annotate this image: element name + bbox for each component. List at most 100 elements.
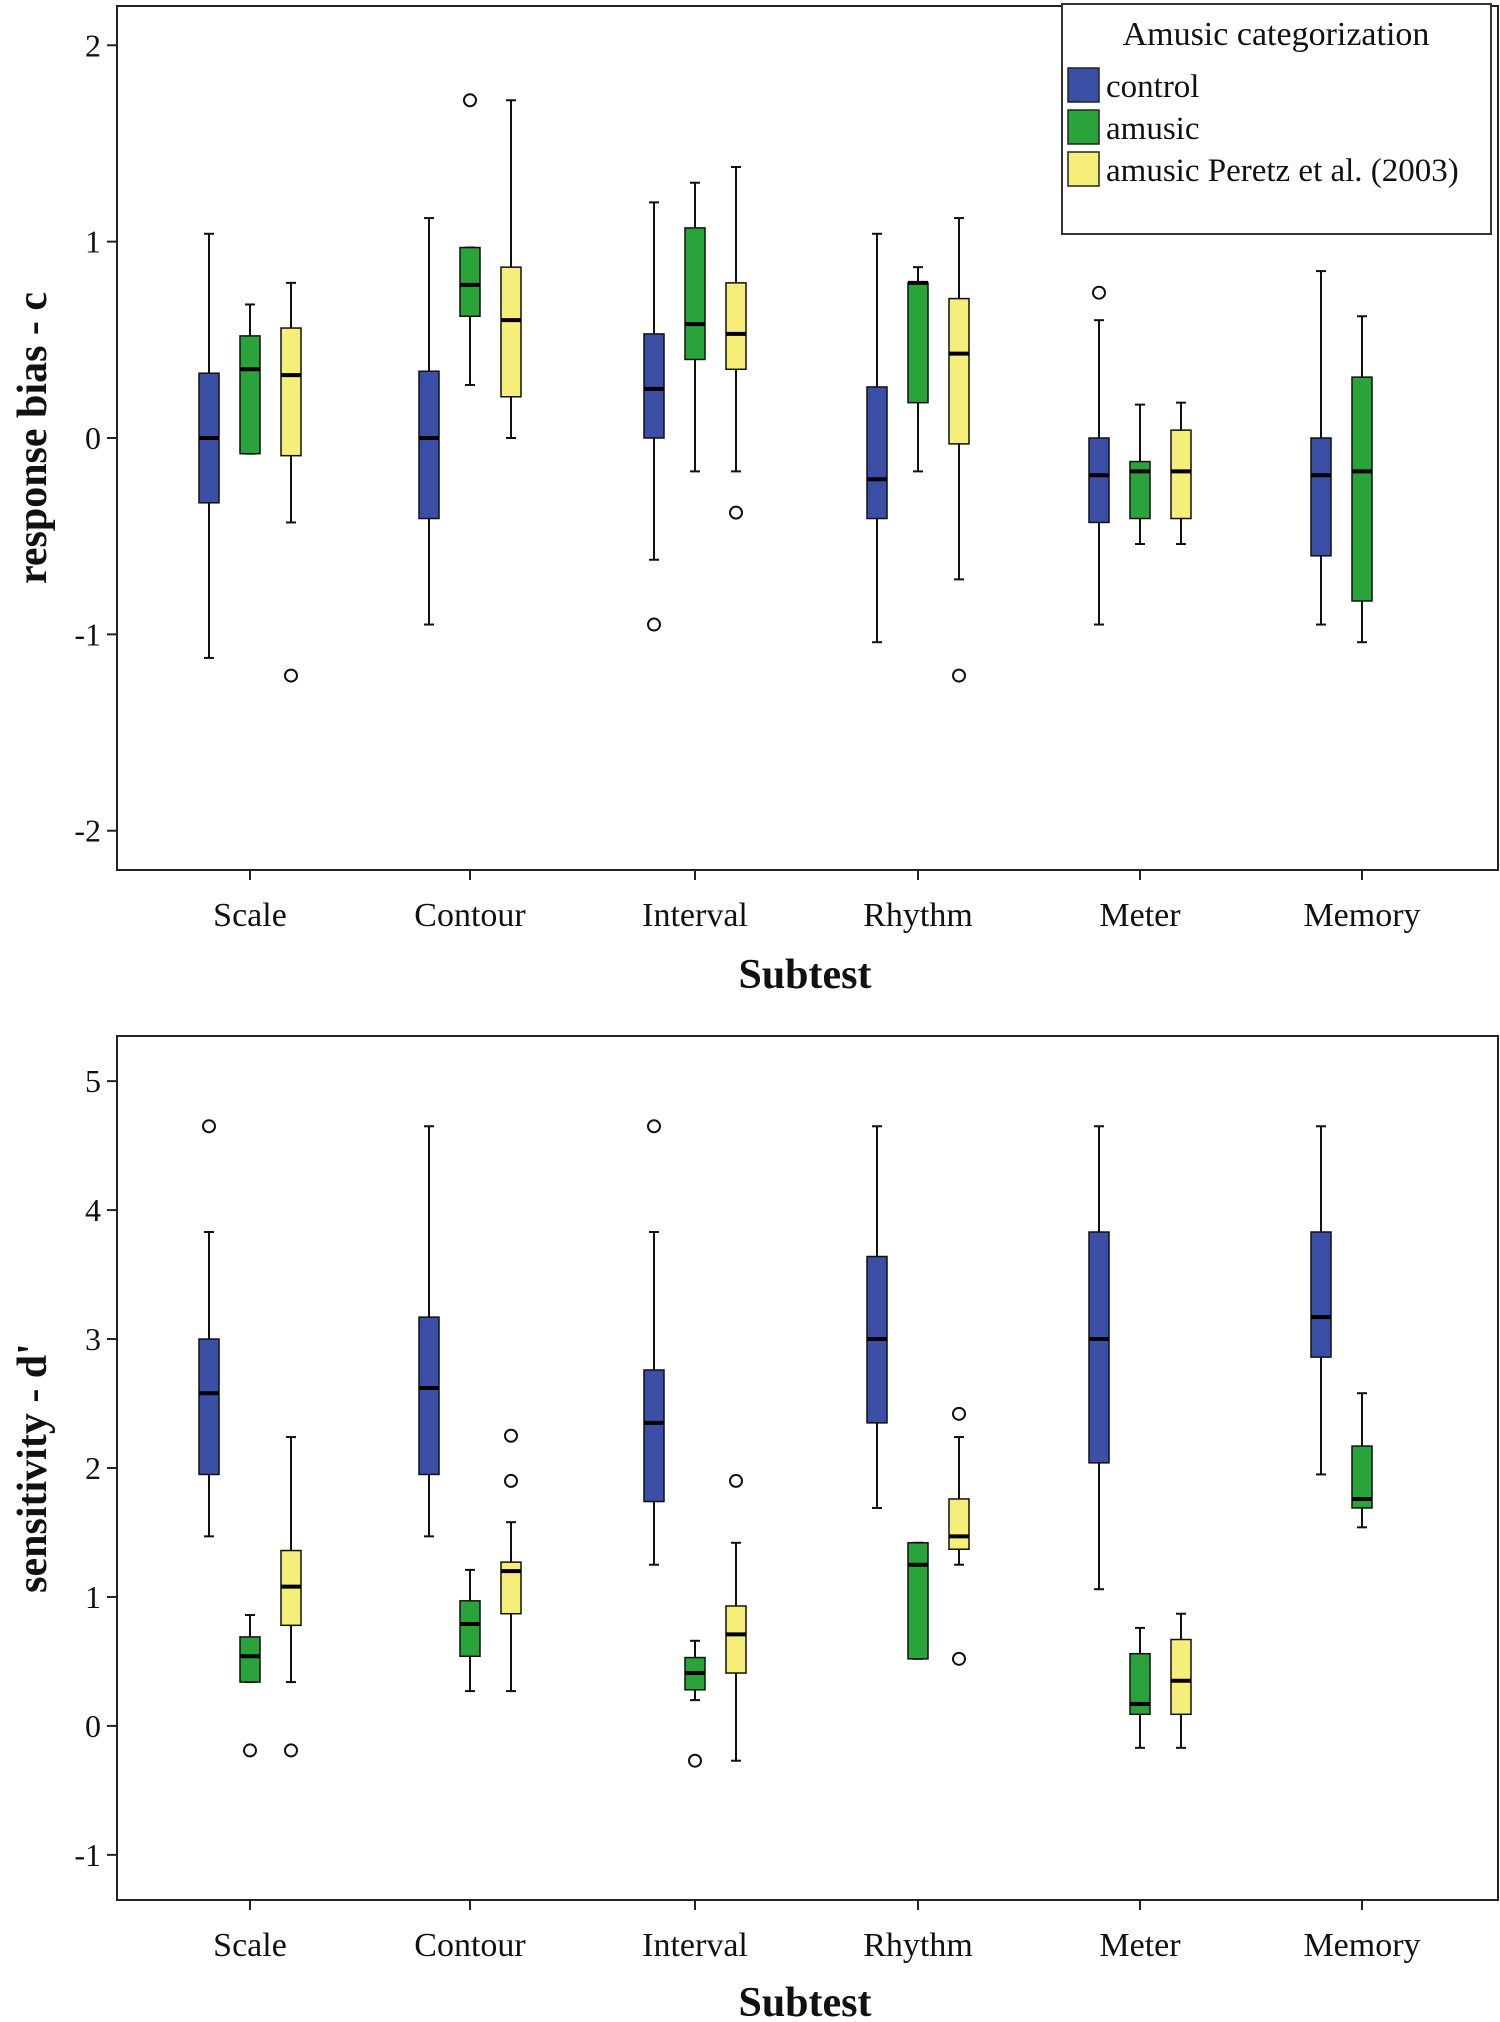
boxplot-amusic-interval xyxy=(684,1639,706,1768)
outlier-point xyxy=(952,668,966,683)
boxplot-amusic-interval xyxy=(725,1473,747,1762)
boxplot-amusic-scale xyxy=(239,303,261,455)
outlier-point xyxy=(504,1473,518,1488)
box xyxy=(500,1561,522,1615)
boxplot-amusic-scale xyxy=(239,1614,261,1758)
y-tick-label: 5 xyxy=(85,1063,101,1099)
outlier-point xyxy=(952,1651,966,1666)
box xyxy=(643,1369,665,1503)
box xyxy=(500,266,522,398)
outlier-point xyxy=(647,617,661,632)
box xyxy=(684,227,706,361)
y-tick-label: 1 xyxy=(85,224,101,260)
x-tick-label: Scale xyxy=(213,897,287,934)
outlier-point xyxy=(688,1753,702,1768)
outlier-point xyxy=(243,1743,257,1758)
outlier-point xyxy=(463,93,477,108)
box xyxy=(1351,376,1373,602)
box xyxy=(1129,1652,1151,1716)
x-tick-label: Meter xyxy=(1099,897,1181,934)
box xyxy=(866,386,888,520)
y-tick-label: 1 xyxy=(85,1579,101,1615)
box xyxy=(948,297,970,445)
legend-swatch-control xyxy=(1067,67,1100,103)
x-axis-title: Subtest xyxy=(738,952,871,998)
x-axis: Scale Contour Interval Rhythm Meter Memory xyxy=(213,870,1421,934)
x-axis: Scale Contour Interval Rhythm Meter Memory xyxy=(213,1900,1421,1964)
boxplot-amusic-meter xyxy=(1129,1626,1151,1749)
boxplot-amusic-rhythm xyxy=(907,266,929,473)
box xyxy=(198,1338,220,1476)
box-marks xyxy=(198,93,1373,683)
box xyxy=(459,246,481,318)
outlier-point xyxy=(284,1743,298,1758)
y-tick-label: 2 xyxy=(85,27,101,63)
legend: Amusic categorization control amusic amu… xyxy=(1061,3,1492,235)
y-tick-label: -1 xyxy=(74,616,101,652)
boxplot-amusic-contour xyxy=(459,1568,481,1693)
x-tick-label: Interval xyxy=(642,1927,748,1964)
y-tick-label: -2 xyxy=(74,813,101,849)
outlier-point xyxy=(952,1406,966,1421)
x-tick-label: Interval xyxy=(642,897,748,934)
box xyxy=(459,1600,481,1658)
x-tick-label: Contour xyxy=(414,897,526,934)
boxplot-control-rhythm xyxy=(866,232,888,644)
boxplot-control-interval xyxy=(643,1119,665,1566)
y-axis-title: response bias - c xyxy=(10,292,56,584)
y-tick-label: 0 xyxy=(85,1708,101,1744)
boxplot-amusic-rhythm xyxy=(948,1406,970,1666)
outlier-point xyxy=(504,1428,518,1443)
x-tick-label: Contour xyxy=(414,1927,526,1964)
boxplot-control-scale xyxy=(198,1119,220,1538)
chart-response-bias: -2 -1 0 1 2 Scale Contour Interval Rhythm Meter M… xyxy=(10,3,1499,998)
boxplot-amusic-meter xyxy=(1129,403,1151,546)
legend-label-control: control xyxy=(1106,69,1199,105)
boxplot-amusic-interval xyxy=(684,181,706,473)
boxplot-amusic-scale xyxy=(280,281,302,683)
legend-box xyxy=(1061,3,1492,235)
x-tick-label: Rhythm xyxy=(863,897,973,934)
y-axis-title: sensitivity - d' xyxy=(10,1343,56,1593)
box xyxy=(948,1498,970,1550)
outlier-point xyxy=(729,1473,743,1488)
box xyxy=(1129,460,1151,520)
outlier-point xyxy=(202,1119,216,1134)
legend-label-peretz: amusic Peretz et al. (2003) xyxy=(1106,153,1459,189)
boxplot-amusic-contour xyxy=(500,1428,522,1693)
outlier-point xyxy=(1092,285,1106,300)
box xyxy=(239,1636,261,1683)
x-tick-label: Meter xyxy=(1099,1927,1181,1964)
boxplot-amusic-memory xyxy=(1351,1392,1373,1529)
boxplot-amusic-meter xyxy=(1170,401,1192,546)
boxplot-control-meter xyxy=(1088,1125,1110,1591)
box xyxy=(907,1542,929,1660)
outlier-point xyxy=(729,505,743,520)
outlier-point xyxy=(647,1119,661,1134)
y-tick-label: -1 xyxy=(74,1837,101,1873)
boxplot-amusic-interval xyxy=(725,166,747,520)
x-tick-label: Memory xyxy=(1303,897,1420,934)
box xyxy=(1310,1231,1332,1358)
plot-frame xyxy=(116,1035,1499,1901)
x-tick-label: Scale xyxy=(213,1927,287,1964)
boxplot-control-scale xyxy=(198,232,220,659)
boxplot-control-contour xyxy=(418,217,440,626)
legend-label-amusic: amusic xyxy=(1106,111,1199,147)
legend-title: Amusic categorization xyxy=(1123,16,1430,53)
box xyxy=(418,1316,440,1476)
box xyxy=(418,370,440,520)
boxplot-amusic-memory xyxy=(1351,315,1373,644)
box xyxy=(907,282,929,404)
boxplot-control-interval xyxy=(643,201,665,632)
box xyxy=(1351,1445,1373,1509)
y-tick-label: 3 xyxy=(85,1321,101,1357)
boxplot-control-contour xyxy=(418,1125,440,1538)
boxplot-amusic-scale xyxy=(280,1436,302,1758)
x-tick-label: Rhythm xyxy=(863,1927,973,1964)
box xyxy=(725,1605,747,1674)
legend-swatch-peretz xyxy=(1067,151,1100,187)
box xyxy=(1170,429,1192,520)
boxplot-control-meter xyxy=(1088,285,1110,626)
box xyxy=(643,333,665,439)
